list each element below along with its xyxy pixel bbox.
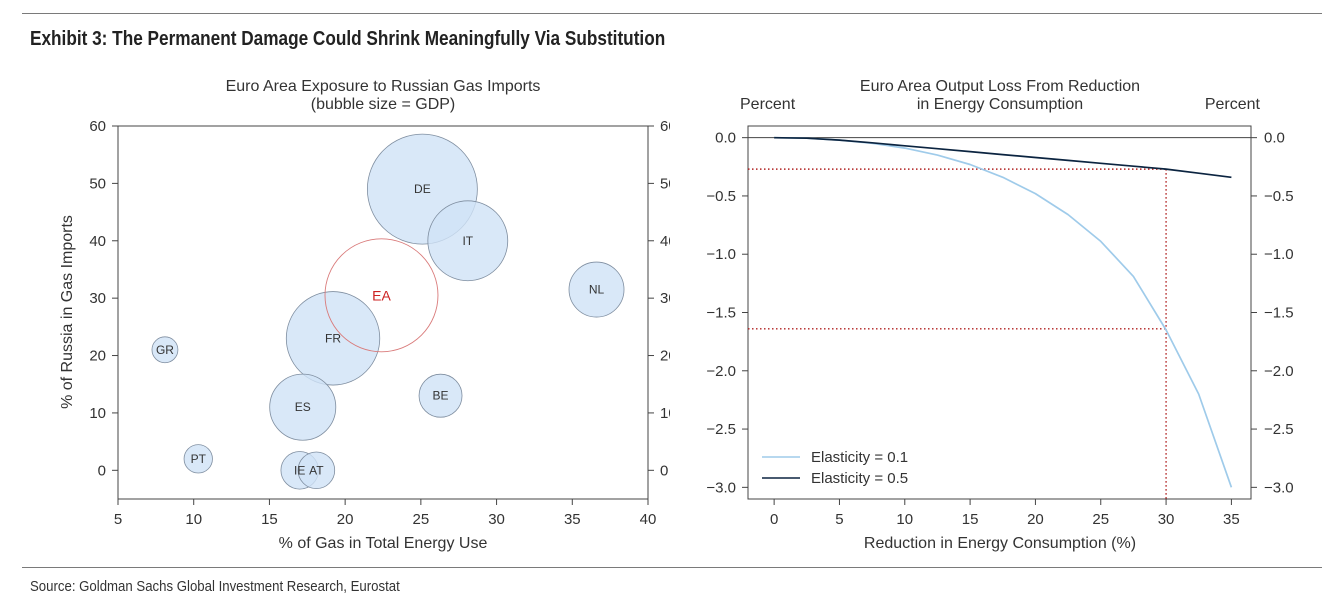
bubble-nl <box>568 261 625 318</box>
bubble-y-tick-label-left: 10 <box>89 405 106 422</box>
bubble-y-axis-label: % of Russia in Gas Imports <box>59 215 76 409</box>
line-y-tick-label-right: −1.5 <box>1264 305 1294 322</box>
line-x-axis-label: Reduction in Energy Consumption (%) <box>864 535 1136 552</box>
line-x-tick-label: 15 <box>962 511 979 528</box>
bubble-y-tick-label-left: 60 <box>89 118 106 135</box>
bubble-marks: DE IT FR ES NL BE GR PT IE AT EA <box>151 133 625 490</box>
left-unit-label: Percent <box>740 96 796 113</box>
line-plot-frame <box>747 125 1252 500</box>
bubble-ea-ring <box>324 238 439 353</box>
bubble-y-tick-label-right: 20 <box>660 348 670 365</box>
line-x-tick-label: 35 <box>1223 511 1240 528</box>
line-y-tick-label-left: −0.5 <box>706 188 736 205</box>
bubble-label-ie: IE <box>294 463 305 477</box>
line-marks <box>748 136 1251 499</box>
bubble-y-tick-label-left: 0 <box>98 462 106 479</box>
bubble-fr <box>285 291 381 386</box>
bubble-label-be: BE <box>433 389 449 403</box>
series-line-elasticity-0-1 <box>774 136 1233 488</box>
bubble-chart-title-line1: Euro Area Exposure to Russian Gas Import… <box>226 78 541 95</box>
bubble-be <box>418 373 463 418</box>
bubble-x-tick-label: 5 <box>114 511 122 528</box>
bubble-y-tick-label-right: 10 <box>660 405 670 422</box>
bubble-axes: 5 10 15 20 25 30 35 40 0 0 10 10 20 20 30 30 40 40 50 50 60 6… <box>89 118 670 528</box>
bubble-chart: Euro Area Exposure to Russian Gas Import… <box>59 78 670 552</box>
bubble-label-ea: EA <box>372 287 391 303</box>
bubble-chart-title-line2: (bubble size = GDP) <box>311 96 456 113</box>
line-x-tick-label: 5 <box>835 511 843 528</box>
bubble-it <box>427 200 509 282</box>
exhibit-title: Exhibit 3: The Permanent Damage Could Sh… <box>30 28 666 50</box>
series-line-elasticity-0-5 <box>774 136 1232 179</box>
line-axes: 0 5 10 15 20 25 30 35 0.0 0.0 −0.5 −0.5 −1.0 −1.0 −1.5… <box>706 130 1293 528</box>
line-chart-title-line2: in Energy Consumption <box>917 96 1083 113</box>
legend-label-elasticity-0-5: Elasticity = 0.5 <box>811 470 908 487</box>
line-y-tick-label-left: 0.0 <box>715 130 736 147</box>
bubble-y-tick-label-right: 0 <box>660 462 668 479</box>
bubble-y-tick-label-right: 40 <box>660 233 670 250</box>
line-x-tick-label: 20 <box>1027 511 1044 528</box>
bubble-label-nl: NL <box>589 283 605 297</box>
line-x-tick-label: 30 <box>1158 511 1175 528</box>
line-y-tick-label-right: 0.0 <box>1264 130 1285 147</box>
bubble-es <box>269 373 337 441</box>
bubble-y-tick-label-right: 60 <box>660 118 670 135</box>
line-y-tick-label-left: −1.0 <box>706 246 736 263</box>
bubble-x-tick-label: 25 <box>413 511 430 528</box>
line-y-tick-label-right: −2.0 <box>1264 363 1294 380</box>
bubble-label-it: IT <box>462 234 473 248</box>
bubble-x-tick-label: 30 <box>488 511 505 528</box>
bubble-label-pt: PT <box>191 452 207 466</box>
bubble-at <box>297 451 336 490</box>
bubble-x-tick-label: 20 <box>337 511 354 528</box>
bubble-x-tick-label: 15 <box>261 511 278 528</box>
bubble-gr <box>151 336 179 364</box>
bubble-y-tick-label-left: 40 <box>89 233 106 250</box>
bubble-y-tick-label-right: 50 <box>660 175 670 192</box>
bubble-label-de: DE <box>414 182 431 196</box>
line-y-tick-label-right: −2.5 <box>1264 421 1294 438</box>
bubble-y-tick-label-right: 30 <box>660 290 670 307</box>
line-y-tick-label-left: −3.0 <box>706 479 736 496</box>
bubble-y-tick-label-left: 50 <box>89 175 106 192</box>
bubble-y-tick-label-left: 20 <box>89 348 106 365</box>
line-legend: Elasticity = 0.1 Elasticity = 0.5 <box>762 449 908 487</box>
bottom-rule <box>22 567 1322 568</box>
bubble-x-tick-label: 35 <box>564 511 581 528</box>
line-chart-title-line1: Euro Area Output Loss From Reduction <box>860 78 1140 95</box>
line-x-tick-label: 0 <box>770 511 778 528</box>
bubble-plot-frame <box>117 125 649 500</box>
line-y-tick-label-right: −0.5 <box>1264 188 1294 205</box>
line-x-tick-label: 10 <box>896 511 913 528</box>
bubble-label-at: AT <box>309 463 324 477</box>
right-unit-label: Percent <box>1205 96 1261 113</box>
bubble-x-axis-label: % of Gas in Total Energy Use <box>279 535 488 552</box>
line-chart: Euro Area Output Loss From Reduction in … <box>706 78 1293 552</box>
bubble-y-tick-label-left: 30 <box>89 290 106 307</box>
bubble-x-tick-label: 10 <box>185 511 202 528</box>
bubble-x-tick-label: 40 <box>640 511 657 528</box>
line-y-tick-label-left: −2.5 <box>706 421 736 438</box>
bubble-label-gr: GR <box>156 343 174 357</box>
bubble-pt <box>183 444 213 474</box>
line-y-tick-label-left: −2.0 <box>706 363 736 380</box>
source-note: Source: Goldman Sachs Global Investment … <box>30 578 400 595</box>
legend-label-elasticity-0-1: Elasticity = 0.1 <box>811 449 908 466</box>
line-y-tick-label-right: −3.0 <box>1264 479 1294 496</box>
bubble-label-es: ES <box>295 400 311 414</box>
bubble-label-fr: FR <box>325 331 341 345</box>
top-rule <box>22 13 1322 14</box>
line-y-tick-label-left: −1.5 <box>706 305 736 322</box>
line-y-tick-label-right: −1.0 <box>1264 246 1294 263</box>
line-x-tick-label: 25 <box>1092 511 1109 528</box>
